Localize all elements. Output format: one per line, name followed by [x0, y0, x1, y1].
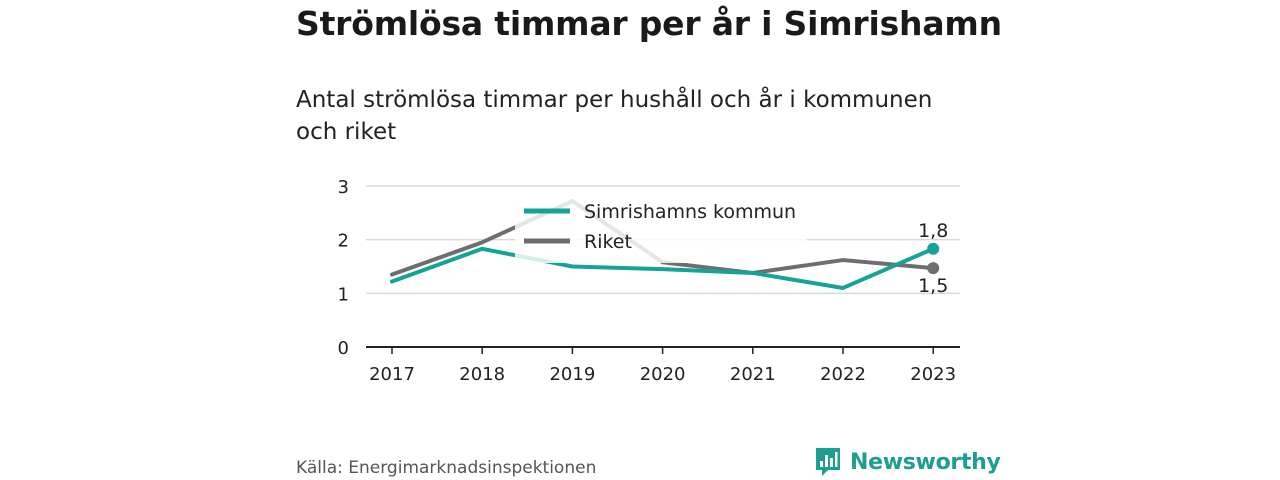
y-tick-label: 1 — [338, 284, 349, 305]
series-line-simrishamn — [390, 246, 936, 290]
legend-background — [515, 193, 807, 263]
x-tick-label: 2019 — [549, 364, 595, 385]
line-chart: 0 1 2 3 2017 2018 2019 2020 2021 2022 2023 Simrisha… — [338, 177, 960, 385]
x-tick-label: 2023 — [910, 364, 956, 385]
y-tick-label: 3 — [338, 177, 349, 198]
end-data-label: 1,5 — [918, 275, 948, 297]
bar-chart-speech-bubble-icon — [816, 448, 840, 476]
source-note: Källa: Energimarknadsinspektionen — [296, 458, 597, 478]
brand-name: Newsworthy — [850, 449, 1001, 475]
chart-title: Strömlösa timmar per år i Simrishamn — [296, 4, 1002, 43]
chart-subtitle: Antal strömlösa timmar per hushåll och å… — [296, 87, 933, 145]
end-data-label: 1,8 — [918, 220, 948, 242]
y-tick-label: 0 — [338, 338, 349, 359]
x-tick-label: 2020 — [640, 364, 686, 385]
legend-label: Riket — [584, 231, 632, 253]
end-marker-simrishamn — [927, 242, 940, 255]
end-marker-riket — [927, 262, 940, 275]
x-tick-label: 2017 — [369, 364, 415, 385]
brand-logo: Newsworthy — [814, 446, 1001, 478]
y-tick-label: 2 — [338, 231, 349, 252]
x-tick-label: 2018 — [459, 364, 505, 385]
legend-label: Simrishamns kommun — [584, 201, 796, 223]
x-tick-label: 2022 — [820, 364, 866, 385]
x-tick-label: 2021 — [730, 364, 776, 385]
